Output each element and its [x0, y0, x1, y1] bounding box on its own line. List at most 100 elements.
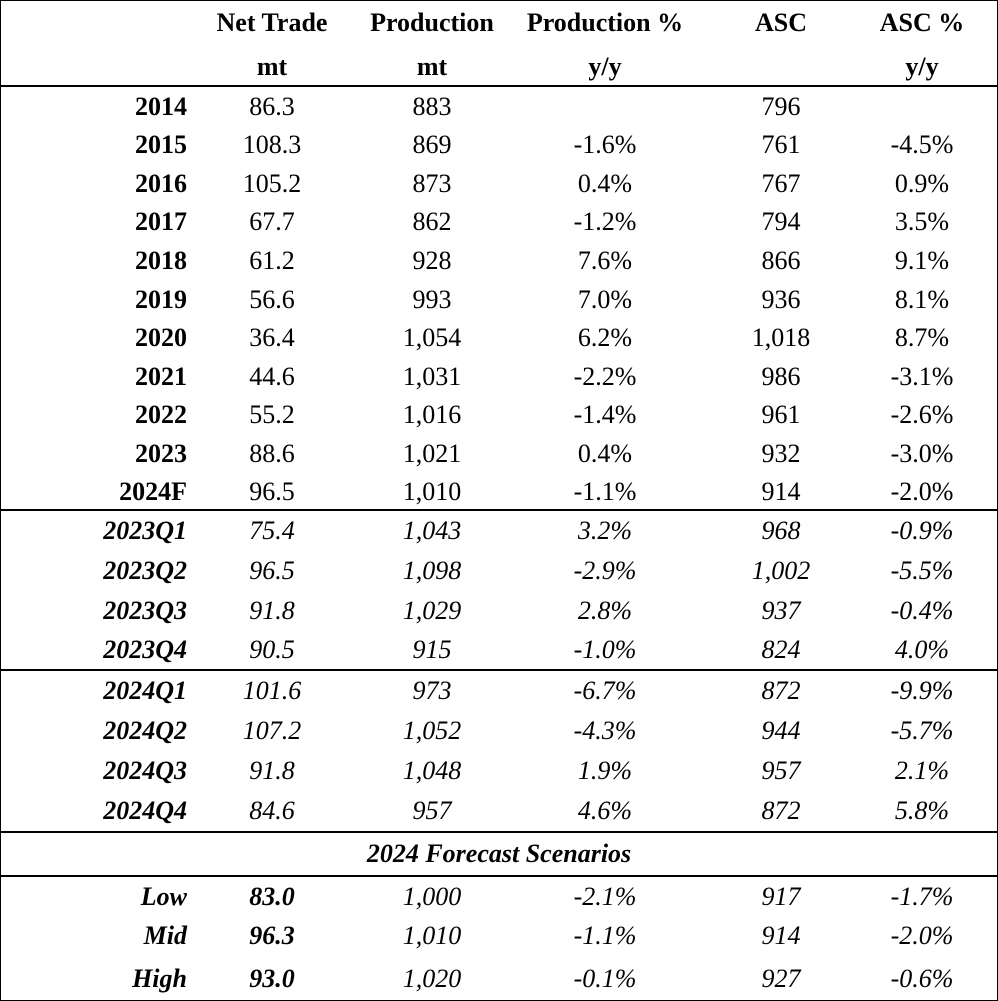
- row-label: High: [132, 964, 187, 993]
- asc-value: 932: [761, 438, 801, 468]
- production-value: 1,048: [402, 756, 462, 785]
- production-pct-value: 2.8%: [577, 596, 633, 625]
- asc-pct-value: 2.1%: [894, 756, 950, 785]
- production-value: 1,052: [402, 716, 462, 745]
- asc-pct-value: -2.0%: [890, 921, 954, 950]
- asc-value: 767: [761, 168, 801, 198]
- production-value: 862: [412, 207, 452, 237]
- production-pct-value: -2.1%: [573, 882, 637, 911]
- header-unit-label: [1, 47, 187, 87]
- net-trade-value: 75.4: [249, 516, 295, 545]
- asc-pct-value: -1.7%: [890, 882, 954, 911]
- table-row: 2015 108.3 869 -1.6% 761 -4.5%: [1, 126, 997, 165]
- production-pct-value: -1.1%: [573, 477, 637, 506]
- asc-pct-value: -9.9%: [890, 676, 954, 705]
- asc-value: 937: [761, 596, 801, 625]
- asc-value: 796: [761, 91, 801, 121]
- row-label: Mid: [143, 921, 187, 950]
- table-row: 2023Q4 90.5 915 -1.0% 824 4.0%: [1, 631, 997, 669]
- asc-pct-value: -0.4%: [890, 596, 954, 625]
- production-pct-value: 7.6%: [577, 245, 633, 275]
- asc-pct-value: [859, 87, 985, 126]
- net-trade-value: 84.6: [249, 796, 295, 825]
- row-label: 2018: [135, 245, 187, 275]
- asc-pct-value: -2.6%: [890, 400, 954, 430]
- production-value: 1,098: [402, 556, 462, 585]
- asc-value: 936: [761, 284, 801, 314]
- production-value: 973: [412, 676, 452, 705]
- header-row-1: Net Trade Production Production % ASC AS…: [1, 3, 997, 43]
- table-row: High 93.0 1,020 -0.1% 927 -0.6%: [1, 959, 997, 999]
- production-pct-value: [517, 87, 693, 126]
- asc-value: 824: [761, 635, 801, 664]
- row-label: 2015: [135, 130, 187, 160]
- net-trade-value: 91.8: [249, 756, 295, 785]
- production-value: 1,010: [402, 477, 462, 506]
- production-pct-value: 7.0%: [577, 284, 633, 314]
- production-pct-value: -1.0%: [573, 635, 637, 664]
- table-row: 2024Q1 101.6 973 -6.7% 872 -9.9%: [1, 671, 997, 711]
- row-label: 2024Q3: [103, 756, 187, 785]
- row-label: 2016: [135, 168, 187, 198]
- net-trade-value: 96.5: [249, 477, 295, 506]
- asc-pct-value: -5.5%: [890, 556, 954, 585]
- asc-value: 914: [761, 921, 801, 950]
- row-label: 2024F: [119, 477, 187, 506]
- asc-pct-value: 0.9%: [894, 168, 950, 198]
- table-row: Mid 96.3 1,010 -1.1% 914 -2.0%: [1, 916, 997, 956]
- asc-pct-value: 8.1%: [894, 284, 950, 314]
- table-row: 2020 36.4 1,054 6.2% 1,018 8.7%: [1, 319, 997, 358]
- net-trade-value: 67.7: [249, 207, 295, 237]
- production-value: 1,031: [402, 361, 462, 391]
- asc-pct-value: 9.1%: [894, 245, 950, 275]
- production-pct-value: -0.1%: [573, 964, 637, 993]
- header-asc: ASC: [754, 8, 807, 37]
- asc-value: 761: [761, 130, 801, 160]
- divider: [1, 875, 997, 877]
- production-value: 1,016: [402, 400, 462, 430]
- production-value: 915: [412, 635, 452, 664]
- header-unit-asc: [723, 47, 839, 87]
- header-production: Production: [370, 8, 494, 37]
- table-row: 2023Q1 75.4 1,043 3.2% 968 -0.9%: [1, 511, 997, 551]
- production-value: 873: [412, 168, 452, 198]
- production-pct-value: -6.7%: [573, 676, 637, 705]
- header-production-pct: Production %: [526, 8, 684, 37]
- table-row: 2016 105.2 873 0.4% 767 0.9%: [1, 164, 997, 203]
- table-row: 2023Q2 96.5 1,098 -2.9% 1,002 -5.5%: [1, 551, 997, 591]
- divider: [1, 85, 997, 87]
- header-unit-net-trade: mt: [256, 52, 288, 81]
- row-label: 2017: [135, 207, 187, 237]
- production-value: 1,054: [402, 323, 462, 353]
- production-value: 1,029: [402, 596, 462, 625]
- production-pct-value: 4.6%: [577, 796, 633, 825]
- asc-pct-value: -0.6%: [890, 964, 954, 993]
- row-label: 2022: [135, 400, 187, 430]
- asc-pct-value: -5.7%: [890, 716, 954, 745]
- asc-pct-value: -3.0%: [890, 438, 954, 468]
- production-value: 1,010: [402, 921, 462, 950]
- table-row: 2021 44.6 1,031 -2.2% 986 -3.1%: [1, 357, 997, 396]
- asc-value: 917: [761, 882, 801, 911]
- row-label: 2014: [135, 91, 187, 121]
- asc-value: 794: [761, 207, 801, 237]
- net-trade-value: 55.2: [249, 400, 295, 430]
- asc-value: 872: [761, 676, 801, 705]
- table-row: 2023Q3 91.8 1,029 2.8% 937 -0.4%: [1, 591, 997, 631]
- net-trade-value: 93.0: [249, 964, 295, 993]
- net-trade-value: 61.2: [249, 245, 295, 275]
- production-pct-value: 0.4%: [577, 438, 633, 468]
- forecast-section-title: 2024 Forecast Scenarios: [366, 839, 632, 868]
- net-trade-value: 96.5: [249, 556, 295, 585]
- asc-pct-value: -2.0%: [890, 477, 954, 506]
- net-trade-value: 91.8: [249, 596, 295, 625]
- row-label: 2023Q3: [103, 596, 187, 625]
- row-label: 2020: [135, 323, 187, 353]
- table-row: 2022 55.2 1,016 -1.4% 961 -2.6%: [1, 396, 997, 435]
- asc-value: 1,018: [751, 323, 811, 353]
- row-label: Low: [140, 882, 187, 911]
- asc-pct-value: 8.7%: [894, 323, 950, 353]
- table-row: 2024Q4 84.6 957 4.6% 872 5.8%: [1, 791, 997, 831]
- header-label: [1, 3, 187, 43]
- asc-value: 872: [761, 796, 801, 825]
